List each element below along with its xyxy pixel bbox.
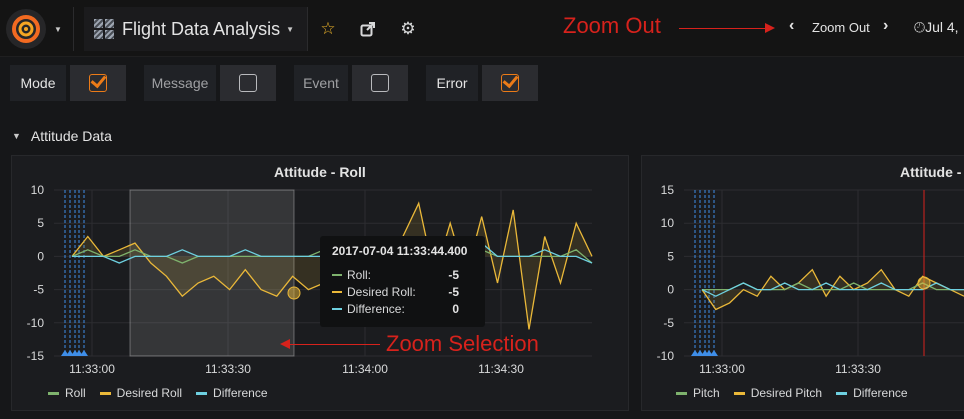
row-collapse-toggle[interactable]: ▼ Attitude Data	[12, 128, 112, 144]
checkbox-checked-icon	[501, 74, 519, 92]
annotation-arrow-head	[765, 23, 775, 33]
tooltip-time: 2017-07-04 11:33:44.400	[332, 244, 468, 258]
legend-item-difference[interactable]: Difference	[836, 386, 908, 400]
caret-down-icon: ▼	[286, 24, 294, 34]
y-tick-label: -5	[663, 316, 674, 330]
caret-down-icon: ▼	[54, 24, 62, 34]
top-navbar: ▼ Flight Data Analysis ▼ ☆ ⚙ Zoom Out ‹ …	[0, 0, 964, 57]
roll-legend: Roll Desired Roll Difference	[48, 386, 268, 400]
y-tick-label: 5	[37, 216, 44, 230]
zoom-out-button[interactable]: Zoom Out	[812, 20, 870, 35]
pitch-chart[interactable]: 15 10 5 0 -5 -10 11:33:00 11:33:30	[642, 156, 964, 411]
x-tick-label: 11:34:30	[478, 362, 524, 376]
checkbox-unchecked-icon	[371, 74, 389, 92]
time-range-picker[interactable]: 🕘︎Jul 4,	[914, 19, 959, 36]
annotation-arrow-head	[280, 339, 290, 349]
share-icon[interactable]	[350, 7, 386, 51]
tooltip-row: Desired Roll: -5	[332, 283, 473, 300]
gear-icon[interactable]: ⚙	[400, 19, 416, 38]
tooltip-series-name: Desired Roll:	[347, 284, 416, 299]
x-tick-label: 11:33:30	[205, 362, 251, 376]
checkbox-checked-icon	[89, 74, 107, 92]
tooltip-series-name: Roll:	[347, 267, 372, 282]
y-tick-label: -10	[27, 316, 45, 330]
y-tick-label: -5	[33, 283, 44, 297]
y-tick-label: -15	[27, 349, 45, 363]
variable-mode-checkbox[interactable]	[70, 65, 126, 101]
dashboard-title: Flight Data Analysis	[122, 18, 281, 39]
legend-item-difference[interactable]: Difference	[196, 386, 268, 400]
panel-title[interactable]: Attitude -	[900, 164, 962, 180]
hover-point	[917, 276, 931, 290]
dashboard-grid-icon	[94, 19, 114, 39]
legend-label: Desired Roll	[116, 386, 183, 400]
chevron-down-icon: ▼	[12, 131, 21, 141]
clock-icon: 🕘︎	[914, 19, 926, 35]
y-tick-label: -10	[657, 349, 675, 363]
grafana-menu-button[interactable]: ▼	[6, 7, 74, 51]
event-marker-icon	[80, 350, 88, 356]
tooltip-series-name: Difference:	[347, 301, 405, 316]
legend-label: Difference	[213, 386, 268, 400]
tooltip-series-value: 0	[452, 301, 459, 316]
pitch-panel: Attitude - 15 10 5 0 -5 -10 11:33:00 11:33:30 P…	[641, 155, 964, 411]
variable-event-label: Event	[294, 65, 348, 101]
legend-label: Pitch	[693, 386, 720, 400]
tooltip-series-value: -5	[448, 267, 459, 282]
checkbox-unchecked-icon	[239, 74, 257, 92]
panel-title[interactable]: Attitude - Roll	[274, 164, 366, 180]
legend-item-pitch[interactable]: Pitch	[676, 386, 720, 400]
zoom-out-annotation: Zoom Out	[563, 13, 661, 38]
pitch-legend: Pitch Desired Pitch Difference	[676, 386, 908, 400]
legend-label: Difference	[853, 386, 908, 400]
grafana-logo-icon	[6, 9, 46, 49]
x-tick-label: 11:33:00	[699, 362, 745, 376]
star-icon[interactable]: ☆	[320, 19, 336, 38]
legend-item-desired-roll[interactable]: Desired Roll	[99, 386, 183, 400]
y-tick-label: 0	[37, 249, 44, 263]
x-tick-label: 11:34:00	[342, 362, 388, 376]
chevron-right-icon[interactable]: ›	[883, 17, 889, 34]
legend-item-roll[interactable]: Roll	[48, 386, 86, 400]
row-title: Attitude Data	[30, 128, 112, 144]
y-tick-label: 15	[661, 183, 675, 197]
y-tick-label: 0	[667, 283, 674, 297]
x-tick-label: 11:33:00	[69, 362, 115, 376]
variable-error-checkbox[interactable]	[482, 65, 538, 101]
tooltip-row: Roll: -5	[332, 266, 473, 283]
tooltip-series-value: -5	[448, 284, 459, 299]
variable-error-label: Error	[426, 65, 478, 101]
annotation-arrow-line	[679, 28, 766, 29]
annotation-arrow-line	[290, 344, 380, 345]
variable-message-checkbox[interactable]	[220, 65, 276, 101]
variable-message-label: Message	[144, 65, 216, 101]
y-tick-label: 5	[667, 249, 674, 263]
x-tick-label: 11:33:30	[835, 362, 881, 376]
time-range-label: Jul 4,	[925, 19, 959, 35]
graph-tooltip: 2017-07-04 11:33:44.400 Roll: -5 Desired …	[320, 236, 485, 327]
event-marker-icon	[710, 350, 718, 356]
y-tick-label: 10	[661, 216, 675, 230]
legend-label: Desired Pitch	[750, 386, 823, 400]
zoom-selection-annotation: Zoom Selection	[386, 331, 539, 356]
chevron-left-icon[interactable]: ‹	[789, 17, 795, 34]
y-tick-label: 10	[31, 183, 45, 197]
legend-label: Roll	[65, 386, 86, 400]
tooltip-row: Difference: 0	[332, 300, 473, 317]
legend-item-desired-pitch[interactable]: Desired Pitch	[733, 386, 823, 400]
series-line-difference	[701, 282, 964, 297]
variable-event-checkbox[interactable]	[352, 65, 408, 101]
zoom-selection-region	[129, 189, 295, 357]
dashboard-picker[interactable]: Flight Data Analysis ▼	[84, 7, 308, 51]
variable-mode-label: Mode	[10, 65, 66, 101]
hover-point	[287, 286, 301, 300]
